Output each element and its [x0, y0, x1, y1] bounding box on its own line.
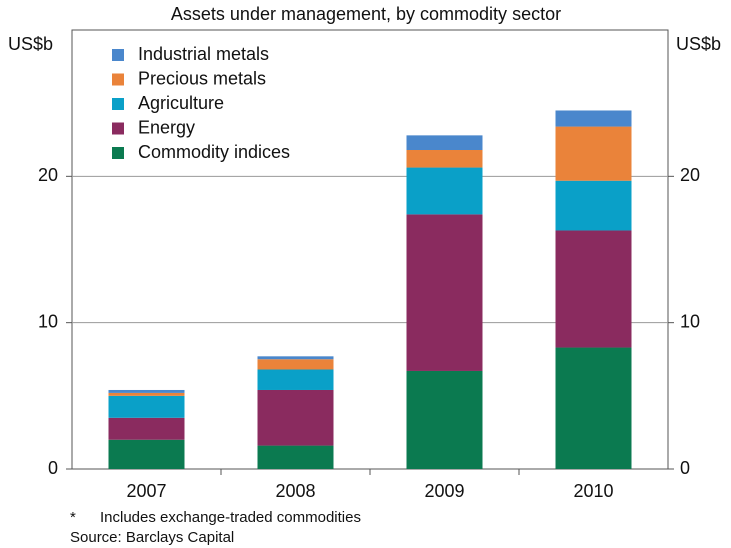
footnote-marker: *: [70, 509, 76, 526]
bar-segment: [108, 417, 185, 440]
bar-segment: [555, 180, 632, 231]
legend-label: Agriculture: [138, 93, 224, 113]
bar-segment: [257, 445, 334, 469]
legend-label: Precious metals: [138, 68, 266, 88]
chart-title: Assets under management, by commodity se…: [171, 4, 561, 24]
legend-label: Energy: [138, 117, 195, 137]
legend-swatch: [112, 147, 124, 159]
legend-label: Industrial metals: [138, 44, 269, 64]
y2-tick-label: 10: [680, 311, 700, 331]
legend-swatch: [112, 49, 124, 61]
bar-segment: [555, 347, 632, 469]
bar-segment: [108, 389, 185, 393]
y2-tick-label: 0: [680, 458, 690, 478]
legend-swatch: [112, 98, 124, 110]
y2-unit: US$b: [676, 34, 721, 54]
bar-segment: [108, 439, 185, 469]
bar-segment: [257, 369, 334, 390]
legend-swatch: [112, 73, 124, 86]
y-tick-label: 10: [38, 311, 58, 331]
source: Source: Barclays Capital: [70, 529, 234, 546]
x-tick-label: 2008: [275, 481, 315, 501]
y2-tick-label: 20: [680, 165, 700, 185]
bar-segment: [257, 356, 334, 360]
legend-swatch: [112, 122, 124, 135]
legend-label: Commodity indices: [138, 142, 290, 162]
bar-segment: [406, 149, 483, 168]
bar-segment: [108, 392, 185, 396]
y-tick-label: 20: [38, 165, 58, 185]
footnote: Includes exchange-traded commodities: [100, 509, 361, 526]
y-unit: US$b: [8, 34, 53, 54]
bar-segment: [257, 359, 334, 370]
x-tick-label: 2009: [424, 481, 464, 501]
bar-segment: [406, 167, 483, 215]
x-tick-label: 2007: [126, 481, 166, 501]
bar-segment: [406, 370, 483, 469]
bar-segment: [108, 395, 185, 418]
bar-segment: [406, 214, 483, 371]
bar-segment: [555, 230, 632, 348]
x-tick-label: 2010: [573, 481, 613, 501]
y-tick-label: 0: [48, 458, 58, 478]
bar-segment: [555, 126, 632, 181]
bar-segment: [406, 135, 483, 150]
bar-segment: [257, 389, 334, 446]
bar-segment: [555, 110, 632, 127]
